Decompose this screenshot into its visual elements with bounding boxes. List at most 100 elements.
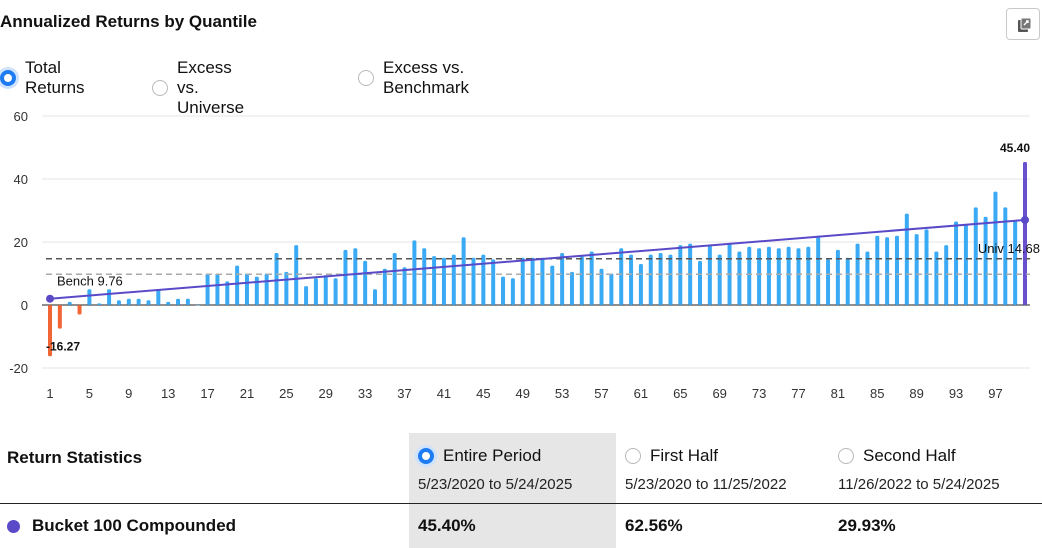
bar bbox=[461, 237, 466, 305]
bar bbox=[993, 191, 998, 305]
export-button[interactable] bbox=[1006, 8, 1040, 40]
x-tick-label: 37 bbox=[397, 386, 411, 400]
bar bbox=[402, 267, 407, 305]
bar bbox=[225, 281, 230, 305]
bar bbox=[373, 289, 377, 305]
chart-title: Annualized Returns by Quantile bbox=[0, 12, 257, 31]
bar bbox=[875, 235, 880, 305]
bar bbox=[885, 237, 890, 305]
bar bbox=[156, 289, 161, 305]
export-icon bbox=[1018, 17, 1032, 32]
period-label: Entire Period bbox=[443, 446, 542, 465]
radio-unchecked-icon bbox=[152, 80, 168, 96]
radio-unchecked-icon bbox=[358, 70, 374, 86]
bar bbox=[166, 301, 171, 305]
bar bbox=[579, 256, 584, 305]
bar bbox=[1023, 161, 1027, 305]
bar bbox=[136, 298, 141, 305]
y-tick-label: 60 bbox=[14, 109, 28, 124]
bar bbox=[569, 271, 574, 305]
reference-label-univ: Univ 14.68 bbox=[978, 241, 1040, 256]
x-tick-label: 69 bbox=[712, 386, 726, 400]
y-tick-label: 20 bbox=[14, 235, 28, 250]
x-tick-label: 41 bbox=[437, 386, 451, 400]
bar bbox=[215, 273, 220, 305]
bar bbox=[835, 249, 840, 305]
bar bbox=[698, 260, 702, 305]
bucket-label: Bucket 100 Compounded bbox=[32, 516, 237, 535]
bar bbox=[786, 246, 791, 305]
x-tick-label: 45 bbox=[476, 386, 490, 400]
bar bbox=[619, 248, 624, 305]
bar bbox=[422, 248, 427, 305]
bar bbox=[195, 305, 200, 306]
bar bbox=[244, 273, 249, 305]
bar bbox=[363, 260, 368, 305]
bar bbox=[757, 248, 762, 305]
bar bbox=[235, 265, 240, 305]
bar bbox=[1013, 219, 1018, 305]
bar bbox=[294, 245, 299, 305]
radio-unchecked-icon bbox=[625, 448, 641, 464]
bar bbox=[185, 298, 190, 305]
x-tick-label: 17 bbox=[200, 386, 214, 400]
x-tick-label: 89 bbox=[909, 386, 923, 400]
bar bbox=[776, 248, 781, 305]
bar bbox=[973, 207, 978, 305]
bar bbox=[353, 248, 358, 305]
bar bbox=[668, 254, 673, 305]
radio-label: Excess vs. Universe bbox=[177, 58, 245, 117]
bar bbox=[894, 235, 899, 305]
quantile-bar-chart: 60 40 20 0 -20 Univ 14.68 Bench 9.76 -16.27 45… bbox=[9, 109, 1040, 400]
bar bbox=[954, 221, 959, 305]
bar bbox=[205, 273, 210, 305]
bar bbox=[589, 251, 594, 305]
x-tick-label: 21 bbox=[240, 386, 254, 400]
y-tick-label: 0 bbox=[21, 298, 28, 313]
x-tick-label: 29 bbox=[319, 386, 333, 400]
bar bbox=[107, 289, 112, 305]
bar bbox=[766, 246, 771, 305]
bar bbox=[550, 265, 555, 305]
x-tick-label: 61 bbox=[634, 386, 648, 400]
bar bbox=[678, 245, 683, 305]
bar bbox=[826, 259, 831, 305]
x-tick-label: 9 bbox=[125, 386, 132, 400]
bar bbox=[48, 305, 52, 357]
bar bbox=[382, 268, 387, 305]
bar bbox=[313, 278, 318, 305]
bar bbox=[816, 235, 821, 305]
period-range: 11/26/2022 to 5/24/2025 bbox=[838, 476, 1000, 493]
period-entire[interactable]: Entire Period 5/23/2020 to 5/24/2025 bbox=[418, 446, 572, 493]
radio-unchecked-icon bbox=[838, 448, 854, 464]
radio-excess-vs-universe[interactable]: Excess vs. Universe bbox=[152, 58, 244, 118]
period-label: Second Half bbox=[863, 446, 956, 465]
bar bbox=[707, 245, 712, 305]
period-first-half[interactable]: First Half 5/23/2020 to 11/25/2022 bbox=[625, 446, 787, 493]
bar bbox=[284, 271, 289, 305]
radio-label: Excess vs. Benchmark bbox=[383, 58, 469, 97]
y-tick-label: -20 bbox=[9, 361, 28, 376]
trend-line-path bbox=[49, 218, 1026, 300]
bar bbox=[323, 275, 328, 305]
period-second-half[interactable]: Second Half 11/26/2022 to 5/24/2025 bbox=[838, 446, 1000, 493]
bar bbox=[77, 305, 82, 315]
bar bbox=[501, 276, 506, 305]
y-tick-label: 40 bbox=[14, 172, 28, 187]
bar bbox=[264, 273, 269, 305]
bar bbox=[481, 254, 486, 305]
bar bbox=[737, 251, 742, 305]
return-statistics-panel: Return Statistics Entire Period 5/23/202… bbox=[0, 433, 1042, 548]
bar bbox=[97, 303, 102, 305]
reference-label-bench: Bench 9.76 bbox=[57, 273, 123, 288]
trend-start-point bbox=[46, 294, 54, 303]
bar bbox=[934, 251, 939, 305]
radio-excess-vs-benchmark[interactable]: Excess vs. Benchmark bbox=[358, 58, 469, 98]
stats-divider bbox=[0, 503, 1042, 504]
radio-total-returns[interactable]: Total Returns bbox=[0, 58, 85, 98]
selected-period-highlight bbox=[409, 433, 616, 548]
bar bbox=[845, 257, 850, 305]
bar bbox=[629, 254, 634, 305]
x-tick-label: 25 bbox=[279, 386, 293, 400]
data-label: 45.40 bbox=[1000, 141, 1030, 155]
